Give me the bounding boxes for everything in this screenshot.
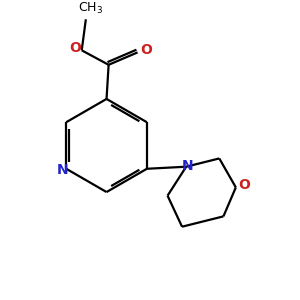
Text: O: O [70, 41, 82, 55]
Text: N: N [182, 159, 193, 173]
Text: N: N [56, 163, 68, 177]
Text: O: O [238, 178, 250, 192]
Text: CH$_3$: CH$_3$ [79, 2, 104, 16]
Text: O: O [140, 43, 152, 57]
